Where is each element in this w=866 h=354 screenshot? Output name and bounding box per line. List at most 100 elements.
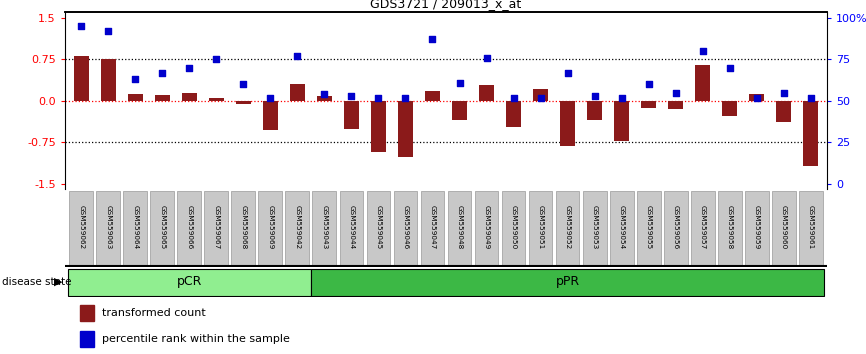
Point <box>723 65 737 70</box>
Point <box>210 57 223 62</box>
Bar <box>81 331 94 347</box>
FancyBboxPatch shape <box>772 191 796 266</box>
Text: GSM559053: GSM559053 <box>591 205 598 249</box>
Text: GSM559065: GSM559065 <box>159 205 165 249</box>
Point <box>101 28 115 34</box>
Bar <box>506 101 521 127</box>
Text: transformed count: transformed count <box>101 308 205 318</box>
FancyBboxPatch shape <box>339 191 364 266</box>
Text: GSM559066: GSM559066 <box>186 205 192 249</box>
Point <box>345 93 359 99</box>
FancyBboxPatch shape <box>583 191 606 266</box>
Text: GSM559049: GSM559049 <box>483 205 489 249</box>
Text: GSM559051: GSM559051 <box>538 205 544 249</box>
Bar <box>452 101 467 120</box>
Bar <box>587 101 602 120</box>
FancyBboxPatch shape <box>286 191 309 266</box>
Point <box>453 80 467 85</box>
Bar <box>74 56 88 101</box>
FancyBboxPatch shape <box>501 191 526 266</box>
Bar <box>749 94 764 101</box>
Text: GSM559055: GSM559055 <box>646 205 652 249</box>
Bar <box>344 101 359 129</box>
Text: GSM559063: GSM559063 <box>105 205 111 249</box>
FancyBboxPatch shape <box>448 191 471 266</box>
FancyBboxPatch shape <box>664 191 688 266</box>
FancyBboxPatch shape <box>68 269 311 296</box>
Text: GSM559050: GSM559050 <box>511 205 516 249</box>
Text: GSM559062: GSM559062 <box>78 205 84 249</box>
FancyBboxPatch shape <box>231 191 255 266</box>
Point <box>533 95 547 101</box>
Point <box>398 95 412 101</box>
FancyBboxPatch shape <box>123 191 147 266</box>
Text: GSM559068: GSM559068 <box>240 205 246 249</box>
FancyBboxPatch shape <box>178 191 201 266</box>
Point <box>480 55 494 61</box>
FancyBboxPatch shape <box>421 191 444 266</box>
Text: GSM559048: GSM559048 <box>456 205 462 249</box>
Point <box>74 23 88 29</box>
Text: GSM559042: GSM559042 <box>294 205 301 249</box>
Bar <box>722 101 737 116</box>
Bar <box>641 101 656 108</box>
FancyBboxPatch shape <box>610 191 634 266</box>
Bar <box>776 101 792 122</box>
FancyBboxPatch shape <box>637 191 661 266</box>
FancyBboxPatch shape <box>258 191 282 266</box>
Title: GDS3721 / 209013_x_at: GDS3721 / 209013_x_at <box>371 0 521 10</box>
Point <box>750 95 764 101</box>
Text: GSM559058: GSM559058 <box>727 205 733 249</box>
Point <box>290 53 304 59</box>
Point <box>615 95 629 101</box>
Bar <box>81 305 94 321</box>
FancyBboxPatch shape <box>745 191 769 266</box>
FancyBboxPatch shape <box>475 191 499 266</box>
Bar <box>560 101 575 146</box>
Point <box>507 95 520 101</box>
Text: GSM559052: GSM559052 <box>565 205 571 249</box>
FancyBboxPatch shape <box>311 269 824 296</box>
Bar <box>236 101 251 104</box>
Text: pCR: pCR <box>177 275 202 288</box>
Bar <box>182 93 197 101</box>
Point <box>695 48 709 54</box>
Point <box>236 81 250 87</box>
Bar <box>479 85 494 101</box>
Bar <box>614 101 629 141</box>
FancyBboxPatch shape <box>528 191 553 266</box>
Text: GSM559061: GSM559061 <box>808 205 814 249</box>
Point <box>183 65 197 70</box>
Point <box>588 93 602 99</box>
Point <box>777 90 791 96</box>
Point <box>372 95 385 101</box>
FancyBboxPatch shape <box>366 191 391 266</box>
Bar <box>695 65 710 101</box>
Text: GSM559064: GSM559064 <box>132 205 139 249</box>
Bar <box>317 96 332 101</box>
FancyBboxPatch shape <box>718 191 741 266</box>
Bar <box>425 91 440 101</box>
Text: percentile rank within the sample: percentile rank within the sample <box>101 334 289 344</box>
FancyBboxPatch shape <box>799 191 823 266</box>
Point <box>669 90 682 96</box>
Bar <box>371 101 386 152</box>
Point <box>263 95 277 101</box>
Text: GSM559069: GSM559069 <box>268 205 274 249</box>
Text: GSM559067: GSM559067 <box>213 205 219 249</box>
FancyBboxPatch shape <box>151 191 174 266</box>
Text: GSM559057: GSM559057 <box>700 205 706 249</box>
FancyBboxPatch shape <box>69 191 93 266</box>
FancyBboxPatch shape <box>96 191 120 266</box>
Point <box>155 70 169 75</box>
Bar <box>128 94 143 101</box>
Text: GSM559047: GSM559047 <box>430 205 436 249</box>
Bar <box>804 101 818 166</box>
Bar <box>398 101 413 157</box>
Bar <box>263 101 278 130</box>
Text: GSM559059: GSM559059 <box>753 205 759 249</box>
Text: GSM559045: GSM559045 <box>376 205 381 249</box>
Text: GSM559044: GSM559044 <box>348 205 354 249</box>
Text: ▶: ▶ <box>54 277 62 287</box>
Text: disease state: disease state <box>2 277 71 287</box>
